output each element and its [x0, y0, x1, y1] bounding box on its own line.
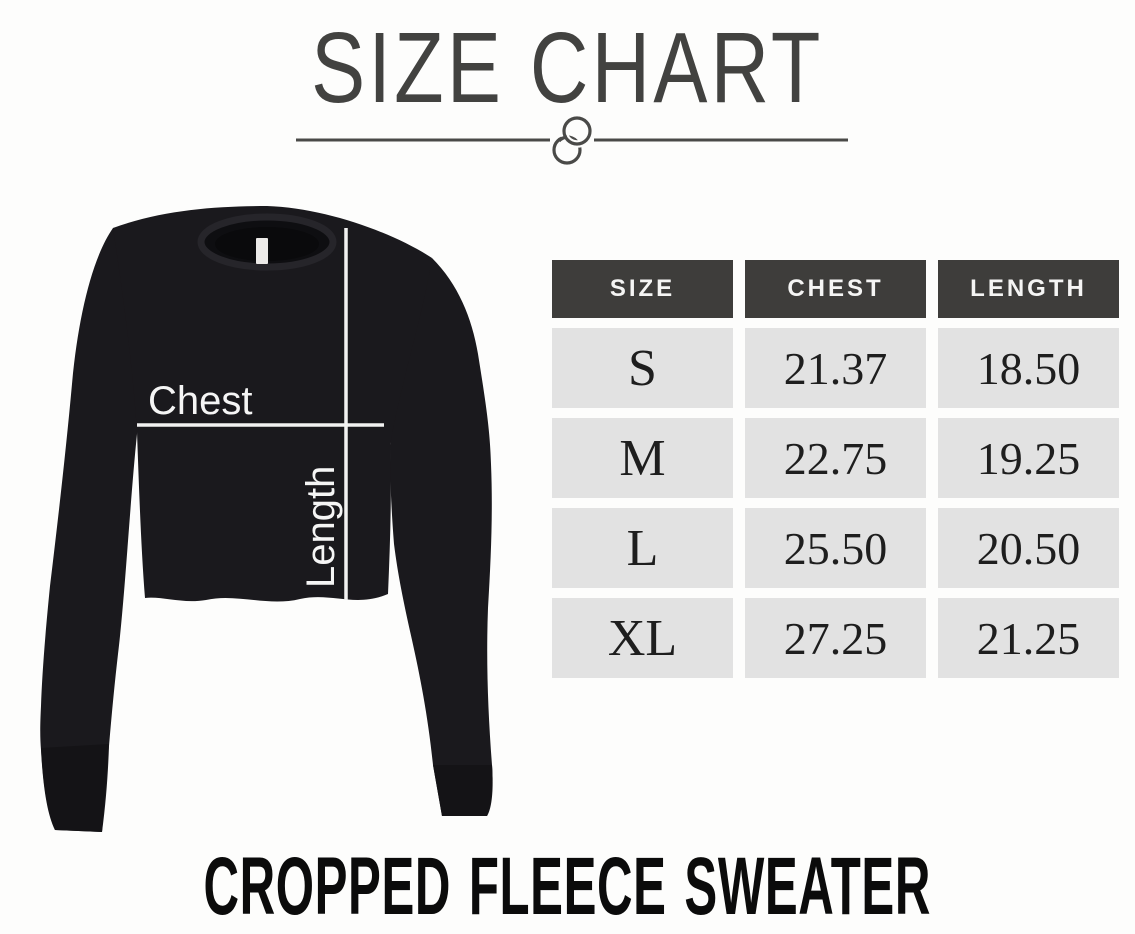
column-header-length: LENGTH	[938, 260, 1119, 318]
chest-cell-row1: 21.37	[745, 328, 926, 408]
neck-tag	[256, 238, 268, 264]
interlocking-rings-icon	[552, 114, 594, 165]
length-cell-row1: 18.50	[938, 328, 1119, 408]
chest-cell-row4: 27.25	[745, 598, 926, 678]
chest-cell-row3: 25.50	[745, 508, 926, 588]
page-title: SIZE CHART	[0, 16, 1135, 120]
column-header-chest: CHEST	[745, 260, 926, 318]
product-name-text: CROPPED FLEECE SWEATER	[203, 841, 932, 932]
size-cell-row4: XL	[552, 598, 733, 678]
length-cell-row3: 20.50	[938, 508, 1119, 588]
sweater-left-cuff	[41, 744, 109, 832]
sweater-torso	[113, 206, 432, 602]
column-header-size: SIZE	[552, 260, 733, 318]
size-cell-row1: S	[552, 328, 733, 408]
size-table: SIZE CHEST LENGTH S 21.37 18.50 M 22.75 …	[552, 260, 1119, 678]
sweater-right-sleeve	[390, 258, 493, 816]
length-cell-row4: 21.25	[938, 598, 1119, 678]
page-title-text: SIZE CHART	[311, 12, 824, 124]
sweater-right-cuff	[433, 765, 493, 816]
sweater-diagram: Chest Length	[40, 206, 493, 832]
product-name: CROPPED FLEECE SWEATER	[0, 841, 1135, 932]
size-cell-row3: L	[552, 508, 733, 588]
length-label: Length	[299, 466, 343, 588]
title-divider	[296, 114, 848, 165]
chest-cell-row2: 22.75	[745, 418, 926, 498]
size-cell-row2: M	[552, 418, 733, 498]
sweater-left-sleeve	[40, 227, 159, 832]
length-cell-row2: 19.25	[938, 418, 1119, 498]
chest-label: Chest	[148, 379, 253, 423]
